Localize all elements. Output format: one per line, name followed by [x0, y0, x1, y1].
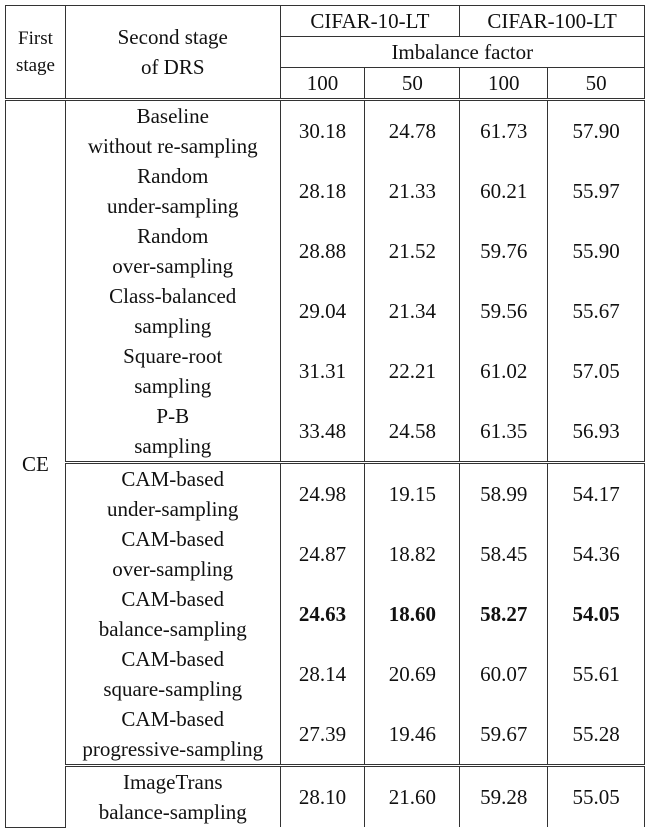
- value-cell: 61.73: [459, 98, 549, 161]
- value-cell: 55.28: [547, 704, 645, 766]
- method-cell: CAM-based square-sampling: [64, 644, 281, 704]
- value-cell: 30.18: [279, 98, 366, 161]
- method-cell: Baseline without re-sampling: [64, 98, 281, 161]
- dataset-header: CIFAR-100-LT: [459, 5, 645, 37]
- method-cell: CAM-based over-sampling: [64, 524, 281, 584]
- value-cell: 58.99: [459, 461, 549, 524]
- table-row: CAM-based balance-sampling 24.63 18.60 58.2…: [6, 584, 645, 644]
- table-row: Random under-sampling 28.18 21.33 60.21 55.9…: [6, 161, 645, 221]
- value-cell: 61.02: [459, 341, 549, 401]
- subheader: Imbalance factor: [279, 36, 646, 68]
- header-row: First stage Second stage of DRS CIFAR-10…: [5, 5, 645, 100]
- value-cell: 24.63: [279, 584, 366, 644]
- value-cell: 20.69: [364, 644, 461, 704]
- first-stage-cell: CE: [5, 98, 66, 828]
- table-row: Square-root sampling 31.31 22.21 61.02 57.05: [6, 341, 645, 401]
- value-cell: 59.28: [459, 764, 549, 827]
- value-cell: 58.27: [459, 584, 549, 644]
- results-table: First stage Second stage of DRS CIFAR-10…: [5, 5, 646, 828]
- value-cell: 18.82: [364, 524, 461, 584]
- value-cell: 24.98: [279, 461, 366, 524]
- value-cell: 24.58: [364, 401, 461, 463]
- value-cell: 21.60: [364, 764, 461, 827]
- method-cell: CAM-based balance-sampling: [64, 584, 281, 644]
- value-cell: 54.05: [547, 584, 645, 644]
- method-cell: CAM-based progressive-sampling: [64, 704, 281, 766]
- value-cell: 24.78: [364, 98, 461, 161]
- value-cell: 55.05: [547, 764, 645, 827]
- table-row: CAM-based over-sampling 24.87 18.82 58.45 54…: [6, 524, 645, 584]
- value-cell: 31.31: [279, 341, 366, 401]
- value-cell: 59.56: [459, 281, 549, 341]
- value-cell: 21.33: [364, 161, 461, 221]
- value-cell: 59.67: [459, 704, 549, 766]
- value-cell: 55.67: [547, 281, 645, 341]
- header-row: Imbalance factor: [6, 36, 646, 68]
- second-stage-header: Second stage of DRS: [64, 5, 281, 100]
- method-cell: Square-root sampling: [64, 341, 281, 401]
- table-row: Random over-sampling 28.88 21.52 59.76 55.90: [6, 221, 645, 281]
- value-cell: 56.93: [547, 401, 645, 463]
- value-cell: 57.90: [547, 98, 645, 161]
- value-cell: 33.48: [279, 401, 366, 463]
- value-cell: 61.35: [459, 401, 549, 463]
- table-row: CE Baseline without re-sampling 30.18 24.78…: [5, 98, 645, 828]
- factor-header: 100: [279, 67, 366, 100]
- table-row: P-B sampling 33.48 24.58 61.35 56.93: [6, 401, 645, 463]
- dataset-header: CIFAR-10-LT: [279, 5, 461, 37]
- value-cell: 28.18: [279, 161, 366, 221]
- value-cell: 21.52: [364, 221, 461, 281]
- value-cell: 19.15: [364, 461, 461, 524]
- method-cell: Random under-sampling: [64, 161, 281, 221]
- value-cell: 18.60: [364, 584, 461, 644]
- value-cell: 27.39: [279, 704, 366, 766]
- table-row: ImageTrans balance-sampling 28.10 21.60 59.…: [6, 764, 645, 827]
- method-cell: P-B sampling: [64, 401, 281, 463]
- table-row: CAM-based under-sampling 24.98 19.15 58.99 5…: [6, 461, 645, 524]
- value-cell: 24.87: [279, 524, 366, 584]
- table-row: Class-balanced sampling 29.04 21.34 59.56 55…: [6, 281, 645, 341]
- method-cell: Random over-sampling: [64, 221, 281, 281]
- value-cell: 28.14: [279, 644, 366, 704]
- value-cell: 54.17: [547, 461, 645, 524]
- method-cell: ImageTrans balance-sampling: [64, 764, 281, 827]
- factor-header: 50: [364, 67, 461, 100]
- value-cell: 54.36: [547, 524, 645, 584]
- table-header: First stage Second stage of DRS CIFAR-10…: [5, 5, 646, 100]
- value-cell: 55.61: [547, 644, 645, 704]
- table-row: CAM-based progressive-sampling 27.39 19.46…: [6, 704, 645, 766]
- table-body: CE Baseline without re-sampling 30.18 24.78…: [5, 98, 645, 828]
- first-stage-header: First stage: [5, 5, 66, 100]
- value-cell: 22.21: [364, 341, 461, 401]
- value-cell: 21.34: [364, 281, 461, 341]
- value-cell: 55.97: [547, 161, 645, 221]
- table-row: CAM-based square-sampling 28.14 20.69 60.07…: [6, 644, 645, 704]
- value-cell: 60.07: [459, 644, 549, 704]
- value-cell: 57.05: [547, 341, 645, 401]
- value-cell: 28.88: [279, 221, 366, 281]
- factor-header: 100: [459, 67, 549, 100]
- value-cell: 55.90: [547, 221, 645, 281]
- method-cell: Class-balanced sampling: [64, 281, 281, 341]
- method-cell: CAM-based under-sampling: [64, 461, 281, 524]
- value-cell: 59.76: [459, 221, 549, 281]
- value-cell: 29.04: [279, 281, 366, 341]
- factor-header: 50: [547, 67, 645, 100]
- value-cell: 60.21: [459, 161, 549, 221]
- value-cell: 28.10: [279, 764, 366, 827]
- value-cell: 58.45: [459, 524, 549, 584]
- value-cell: 19.46: [364, 704, 461, 766]
